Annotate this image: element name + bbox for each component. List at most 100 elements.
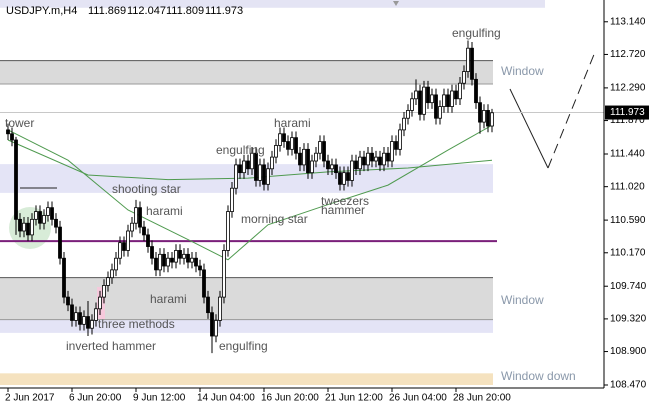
candle-body	[94, 308, 98, 321]
candle-body	[454, 90, 458, 100]
y-tick-label: 108.470	[610, 380, 647, 391]
pattern-label: tower	[5, 116, 34, 130]
candle-body	[418, 90, 422, 115]
scroll-marker	[393, 1, 399, 6]
candle-body	[286, 141, 290, 150]
pattern-label: Window	[501, 64, 544, 78]
candle-body	[202, 269, 206, 298]
candle-body	[374, 156, 378, 162]
candle-body	[430, 94, 434, 104]
candle-body	[246, 160, 250, 170]
candle-body	[382, 152, 386, 166]
pattern-label: three methods	[98, 317, 175, 331]
candle-body	[122, 242, 126, 251]
header-high: 112.047	[127, 5, 166, 17]
candle-body	[298, 152, 302, 166]
pattern-label: harami	[150, 292, 187, 306]
header-low: 111.809	[166, 5, 204, 17]
price-tag-label: 111.973	[610, 107, 645, 118]
candle-body	[258, 164, 262, 181]
pattern-label: tweezers	[321, 194, 369, 208]
candle-body	[394, 141, 398, 150]
zone	[0, 373, 493, 385]
pattern-label: shooting star	[112, 182, 181, 196]
pattern-label: harami	[146, 204, 183, 218]
candle-body	[414, 90, 418, 100]
candle-body	[142, 226, 146, 236]
candle-body	[254, 152, 258, 181]
candle-body	[326, 160, 330, 170]
y-tick-label: 111.440	[610, 149, 645, 160]
candle-body	[190, 257, 194, 263]
candle-body	[118, 242, 122, 259]
candle-body	[486, 110, 490, 127]
candle-body	[278, 133, 282, 146]
candle-body	[14, 139, 18, 220]
candle-body	[450, 90, 454, 107]
candle-body	[50, 207, 54, 220]
symbol: USDJPY.m,H4	[6, 5, 77, 17]
moving-average	[7, 139, 493, 181]
pattern-label: hammer	[321, 203, 365, 217]
candle-body	[322, 141, 326, 162]
y-tick-label: 111.020	[610, 181, 645, 192]
zone	[0, 319, 493, 333]
forecast-line-dashed	[547, 51, 596, 169]
candle-body	[466, 47, 470, 72]
candle-body	[70, 304, 74, 321]
x-tick-label: 26 Jun 04:00	[389, 393, 447, 404]
y-tick-label: 108.900	[610, 346, 647, 357]
candle-body	[42, 215, 46, 224]
pattern-label: Window down	[501, 369, 576, 383]
header-close: 111.973	[205, 5, 243, 17]
candle-body	[10, 133, 14, 141]
candle-body	[146, 234, 150, 247]
candle-body	[138, 207, 142, 228]
candle-body	[386, 152, 390, 162]
candle-body	[46, 207, 50, 216]
candle-body	[462, 71, 466, 84]
candle-body	[354, 160, 358, 170]
candle-body	[182, 253, 186, 259]
candle-body	[186, 253, 190, 263]
candle-body	[158, 253, 162, 271]
candle-body	[218, 296, 222, 321]
candle-body	[338, 172, 342, 185]
candle-body	[242, 160, 246, 174]
candle-body	[390, 141, 394, 162]
candle-body	[226, 211, 230, 251]
candle-body	[434, 94, 438, 119]
candle-body	[90, 320, 94, 329]
candle-body	[238, 164, 242, 174]
pattern-label: engulfing	[216, 143, 265, 157]
x-tick-label: 28 Jun 20:00	[453, 393, 511, 404]
candle-body	[30, 218, 34, 236]
candle-body	[134, 207, 138, 224]
candle-body	[266, 168, 270, 185]
x-tick-label: 9 Jun 12:00	[133, 393, 186, 404]
candle-body	[194, 257, 198, 267]
candle-body	[166, 257, 170, 267]
x-tick-label: 6 Jun 20:00	[69, 393, 122, 404]
candle-body	[282, 133, 286, 142]
candle-body	[358, 156, 362, 170]
candle-body	[66, 296, 70, 306]
pattern-label: morning star	[241, 212, 308, 226]
candle-body	[422, 86, 426, 115]
candle-body	[102, 285, 106, 298]
candle-body	[34, 211, 38, 220]
zone	[0, 0, 545, 8]
candle-body	[62, 257, 66, 298]
price-tag	[605, 105, 649, 120]
candle-body	[214, 320, 218, 337]
candle-body	[210, 312, 214, 337]
candle-body	[86, 316, 90, 329]
candle-body	[54, 218, 58, 228]
candle-body	[438, 106, 442, 119]
y-tick-label: 112.720	[610, 49, 646, 60]
candle-body	[198, 265, 202, 271]
candle-body	[270, 156, 274, 170]
candle-body	[274, 145, 278, 158]
candle-body	[330, 164, 334, 170]
